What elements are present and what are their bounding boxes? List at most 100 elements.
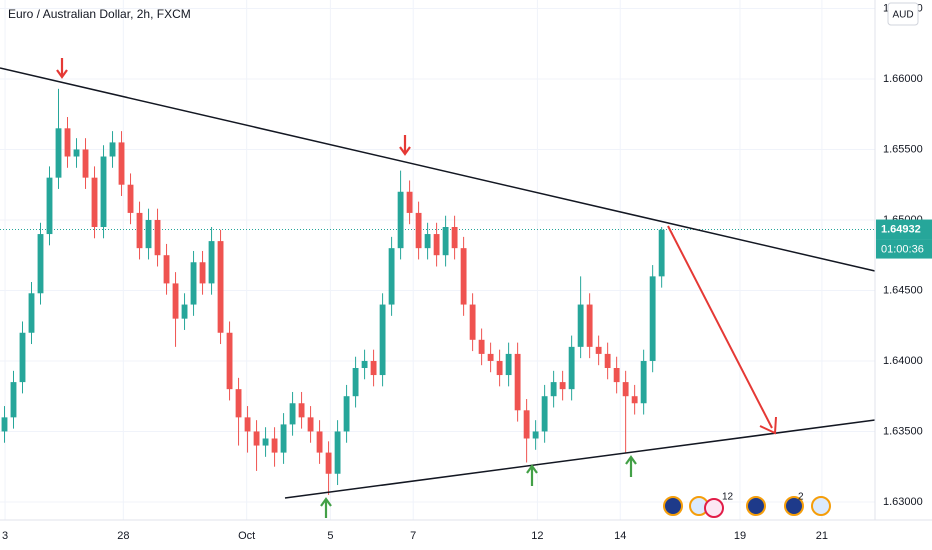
down-arrows [56,58,411,156]
candle-body [118,142,125,185]
event-count: 2 [798,492,804,503]
candle-body [532,431,539,439]
candle-body [496,360,503,376]
candle-body [226,332,233,390]
projection-arrowhead [759,416,777,435]
candle-body [55,128,62,178]
event-icon[interactable] [704,498,724,518]
candle-body [280,424,287,453]
y-tick-label: 1.64000 [883,355,923,367]
countdown-box [876,239,932,259]
candle-body [523,410,530,439]
x-tick-label: Oct [238,530,255,542]
candle-body [631,396,638,404]
axes: 1.630001.635001.640001.645001.650001.655… [2,2,932,542]
candle-body [469,304,476,340]
candle-body [1,417,8,432]
candle-body [253,431,260,446]
candles [1,88,665,495]
candle-body [586,304,593,347]
x-tick-label: 7 [410,530,416,542]
candle-body [487,353,494,361]
candle-body [136,212,143,249]
currency-box[interactable] [887,2,919,26]
candle-body [388,248,395,305]
candle-body [613,368,620,383]
event-icon[interactable] [811,496,831,516]
candle-body [19,332,26,383]
candle-body [271,438,278,453]
candle-body [46,177,53,235]
candle-body [10,382,17,418]
event-count: 12 [722,492,734,503]
up-arrows [320,455,637,518]
candle-body [208,241,215,284]
candle-body [145,219,152,249]
candle-body [559,382,566,390]
candle-body [334,431,341,474]
candle-body [262,438,269,446]
candle-body [37,234,44,294]
lower-trendline [284,419,876,499]
candle-body [172,283,179,319]
candle-body [514,353,521,411]
candle-body [289,403,296,425]
x-tick-label: 3 [2,530,8,542]
candle-body [325,452,332,474]
candle-body [595,346,602,354]
candle-body [244,417,251,432]
candle-body [73,149,80,157]
event-icon[interactable] [746,496,766,516]
candle-body [316,431,323,453]
x-tick-label: 5 [327,530,333,542]
y-tick-label: 1.63000 [883,496,923,508]
event-icon[interactable] [663,496,683,516]
candle-body [379,304,386,376]
last-price-box [876,219,932,240]
currency: AUD [892,10,913,21]
candle-body [415,212,422,249]
candle-body [190,262,197,305]
candle-body [343,396,350,432]
candle-body [91,177,98,228]
candle-body [640,360,647,404]
candle-body [550,382,557,397]
candle-body [370,360,377,376]
candle-body [181,304,188,319]
x-tick-label: 28 [117,530,129,542]
candle-body [217,241,224,333]
candle-body [478,339,485,354]
candle-body [442,227,449,256]
candle-body [649,276,656,361]
x-tick-label: 12 [531,530,543,542]
candle-body [82,149,89,178]
events[interactable]: 12 2 [663,492,831,518]
x-tick-label: 21 [816,530,828,542]
candle-body [433,234,440,256]
candle-body [622,382,629,397]
candle-body [352,368,359,397]
candle-body [109,142,116,157]
y-tick-label: 1.63500 [883,425,923,437]
event-icon[interactable] [784,496,804,516]
grid [0,0,875,520]
candle-body [460,248,467,305]
candle-body [568,346,575,390]
candle-body [397,191,404,249]
countdown: 01:00:36 [881,243,924,255]
y-tick-label: 1.65500 [883,143,923,155]
candle-body [235,389,242,418]
candle-body [154,219,161,256]
upper-trendline [0,67,876,272]
projection-arrow [667,225,773,429]
candle-body [307,417,314,432]
up-arrow [526,464,538,486]
candle-body [64,128,71,157]
chart-title: Euro / Australian Dollar, 2h, FXCM [8,7,191,21]
candle-body [451,227,458,249]
down-arrow [399,135,411,156]
up-arrow [320,497,332,518]
candle-body [100,156,107,228]
candle-body [541,396,548,432]
